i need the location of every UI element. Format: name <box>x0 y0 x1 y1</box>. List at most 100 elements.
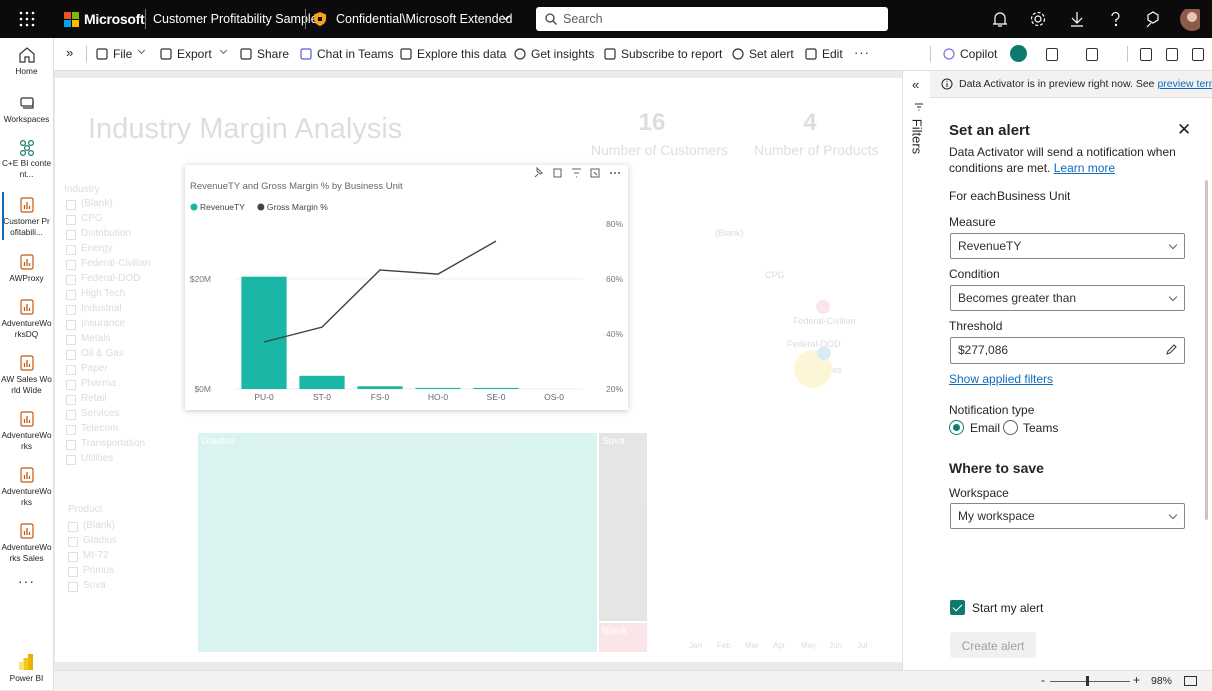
home-icon <box>19 47 35 63</box>
toolbar-icon[interactable] <box>1192 48 1204 61</box>
nav-label[interactable]: AWProxy <box>9 273 44 283</box>
start-checkbox[interactable] <box>950 600 965 615</box>
teams-radio[interactable] <box>1003 420 1018 435</box>
email-radio[interactable] <box>949 420 964 435</box>
fit-page[interactable] <box>1184 676 1197 686</box>
nav-more[interactable]: ··· <box>18 573 35 589</box>
condition-dropdown[interactable]: Becomes greater than <box>950 285 1185 311</box>
nav-icon <box>20 411 34 427</box>
divider <box>1127 46 1128 62</box>
share-feedback-icon[interactable] <box>1146 11 1159 28</box>
x-tick-label: HO-0 <box>428 392 449 402</box>
teams-label[interactable]: Teams <box>1023 421 1059 435</box>
threshold-input[interactable]: $277,086 <box>950 337 1185 364</box>
email-label[interactable]: Email <box>970 421 1001 435</box>
toolbar-button[interactable]: Explore this data <box>417 47 507 61</box>
chart-title: RevenueTY and Gross Margin % by Business… <box>190 181 403 192</box>
learn-more-link[interactable]: Learn more <box>1053 161 1116 175</box>
month-label: Jul <box>857 641 868 650</box>
search-box[interactable]: Search <box>536 7 888 31</box>
app-launcher[interactable] <box>19 11 35 27</box>
show-applied-filters[interactable]: Show applied filters <box>949 372 1054 386</box>
zoom-in[interactable]: + <box>1133 673 1141 687</box>
y2-tick-label: 40% <box>606 329 623 339</box>
x-tick-label: OS-0 <box>544 392 564 402</box>
nav-icon <box>20 523 34 539</box>
nav-label[interactable]: AdventureWorks Sales <box>1 542 52 563</box>
slicer-checkbox <box>66 380 76 390</box>
nav-label[interactable]: Customer Profitabili... <box>3 216 50 237</box>
copy-icon[interactable] <box>553 168 562 178</box>
download-icon[interactable] <box>1071 12 1083 27</box>
slicer-item: Metals <box>81 333 111 344</box>
toolbar-icon <box>96 48 108 60</box>
nav-label[interactable]: Home <box>15 66 38 76</box>
preview-terms-link[interactable]: preview terms <box>1157 78 1212 90</box>
nav-icon <box>19 139 35 156</box>
zoom-slider[interactable] <box>1050 681 1130 682</box>
bar <box>357 386 403 389</box>
measure-dropdown[interactable]: RevenueTY <box>950 233 1185 259</box>
toolbar-button[interactable]: Edit <box>822 47 843 61</box>
report-icon <box>20 523 34 539</box>
toolbar-button[interactable]: Export <box>177 47 212 61</box>
nav-label[interactable]: AdventureWorks <box>1 486 52 507</box>
workspace-dropdown[interactable]: My workspace <box>950 503 1185 529</box>
toolbar-button[interactable]: Get insights <box>531 47 595 61</box>
filters-label[interactable]: Filters <box>909 118 925 155</box>
toolbar-button[interactable]: File <box>113 47 133 61</box>
legend-marker <box>190 203 198 211</box>
brand[interactable]: Microsoft <box>84 11 145 27</box>
report-icon <box>23 259 31 266</box>
nav-label[interactable]: AW Sales World Wide <box>1 374 52 395</box>
zoom-thumb[interactable] <box>1086 676 1089 686</box>
nav-label[interactable]: AdventureWorksDQ <box>1 318 52 339</box>
nav-label[interactable]: AdventureWorks <box>1 430 52 451</box>
visual-header-icons <box>534 166 620 178</box>
edit-icon[interactable] <box>1165 344 1177 356</box>
toolbar-button[interactable]: Set alert <box>749 47 794 61</box>
nav-label[interactable]: Power BI <box>9 673 44 683</box>
scatter-bubble <box>816 300 830 314</box>
report-name[interactable]: Customer Profitability Sample <box>153 12 318 26</box>
more-options[interactable]: ··· <box>854 45 870 60</box>
toolbar-icon[interactable] <box>1166 48 1178 61</box>
toolbar-button[interactable]: Share <box>257 47 290 61</box>
slicer-item: Services <box>81 408 120 419</box>
toolbar-icon[interactable] <box>1086 48 1098 61</box>
icon-shape <box>732 48 744 60</box>
y-tick-label: $20M <box>190 274 211 284</box>
filter-icon[interactable] <box>572 168 581 178</box>
icon-shape <box>96 48 108 60</box>
toolbar-button[interactable]: Copilot <box>960 47 998 61</box>
month-label: Mar <box>745 641 759 650</box>
collapse-nav[interactable]: » <box>66 45 74 60</box>
y2-tick-label: 20% <box>606 384 623 394</box>
refresh-status[interactable] <box>1010 45 1027 62</box>
zoom-out[interactable]: - <box>1041 673 1045 687</box>
help-icon[interactable] <box>1111 11 1120 22</box>
scatter-label: (Blank) <box>715 228 744 238</box>
toolbar-button[interactable]: Chat in Teams <box>317 47 394 61</box>
nav-icon <box>20 355 34 371</box>
settings-icon[interactable] <box>1034 15 1042 23</box>
more-icon[interactable] <box>610 172 620 174</box>
toolbar-icon[interactable] <box>1140 48 1152 61</box>
nav-label[interactable]: Workspaces <box>3 114 50 124</box>
start-label[interactable]: Start my alert <box>972 601 1044 615</box>
toolbar-button[interactable]: Subscribe to report <box>621 47 723 61</box>
close-button[interactable]: ✕ <box>1177 120 1192 139</box>
focus-icon[interactable] <box>590 168 600 178</box>
toolbar-icon[interactable] <box>1046 48 1058 61</box>
create-alert-button[interactable]: Create alert <box>950 632 1036 658</box>
powerbi-icon <box>28 654 33 670</box>
nav-label[interactable]: C+E BI content... <box>1 158 52 179</box>
pin-icon[interactable] <box>534 166 543 178</box>
nav-icon <box>19 654 33 670</box>
expand-filters[interactable]: « <box>912 77 920 92</box>
nav-icon <box>20 97 34 109</box>
sensitivity-label[interactable]: Confidential\Microsoft Extended <box>336 12 513 26</box>
icon-shape <box>300 48 312 60</box>
notifications-icon[interactable] <box>993 12 1007 27</box>
icon-shape <box>943 48 955 60</box>
